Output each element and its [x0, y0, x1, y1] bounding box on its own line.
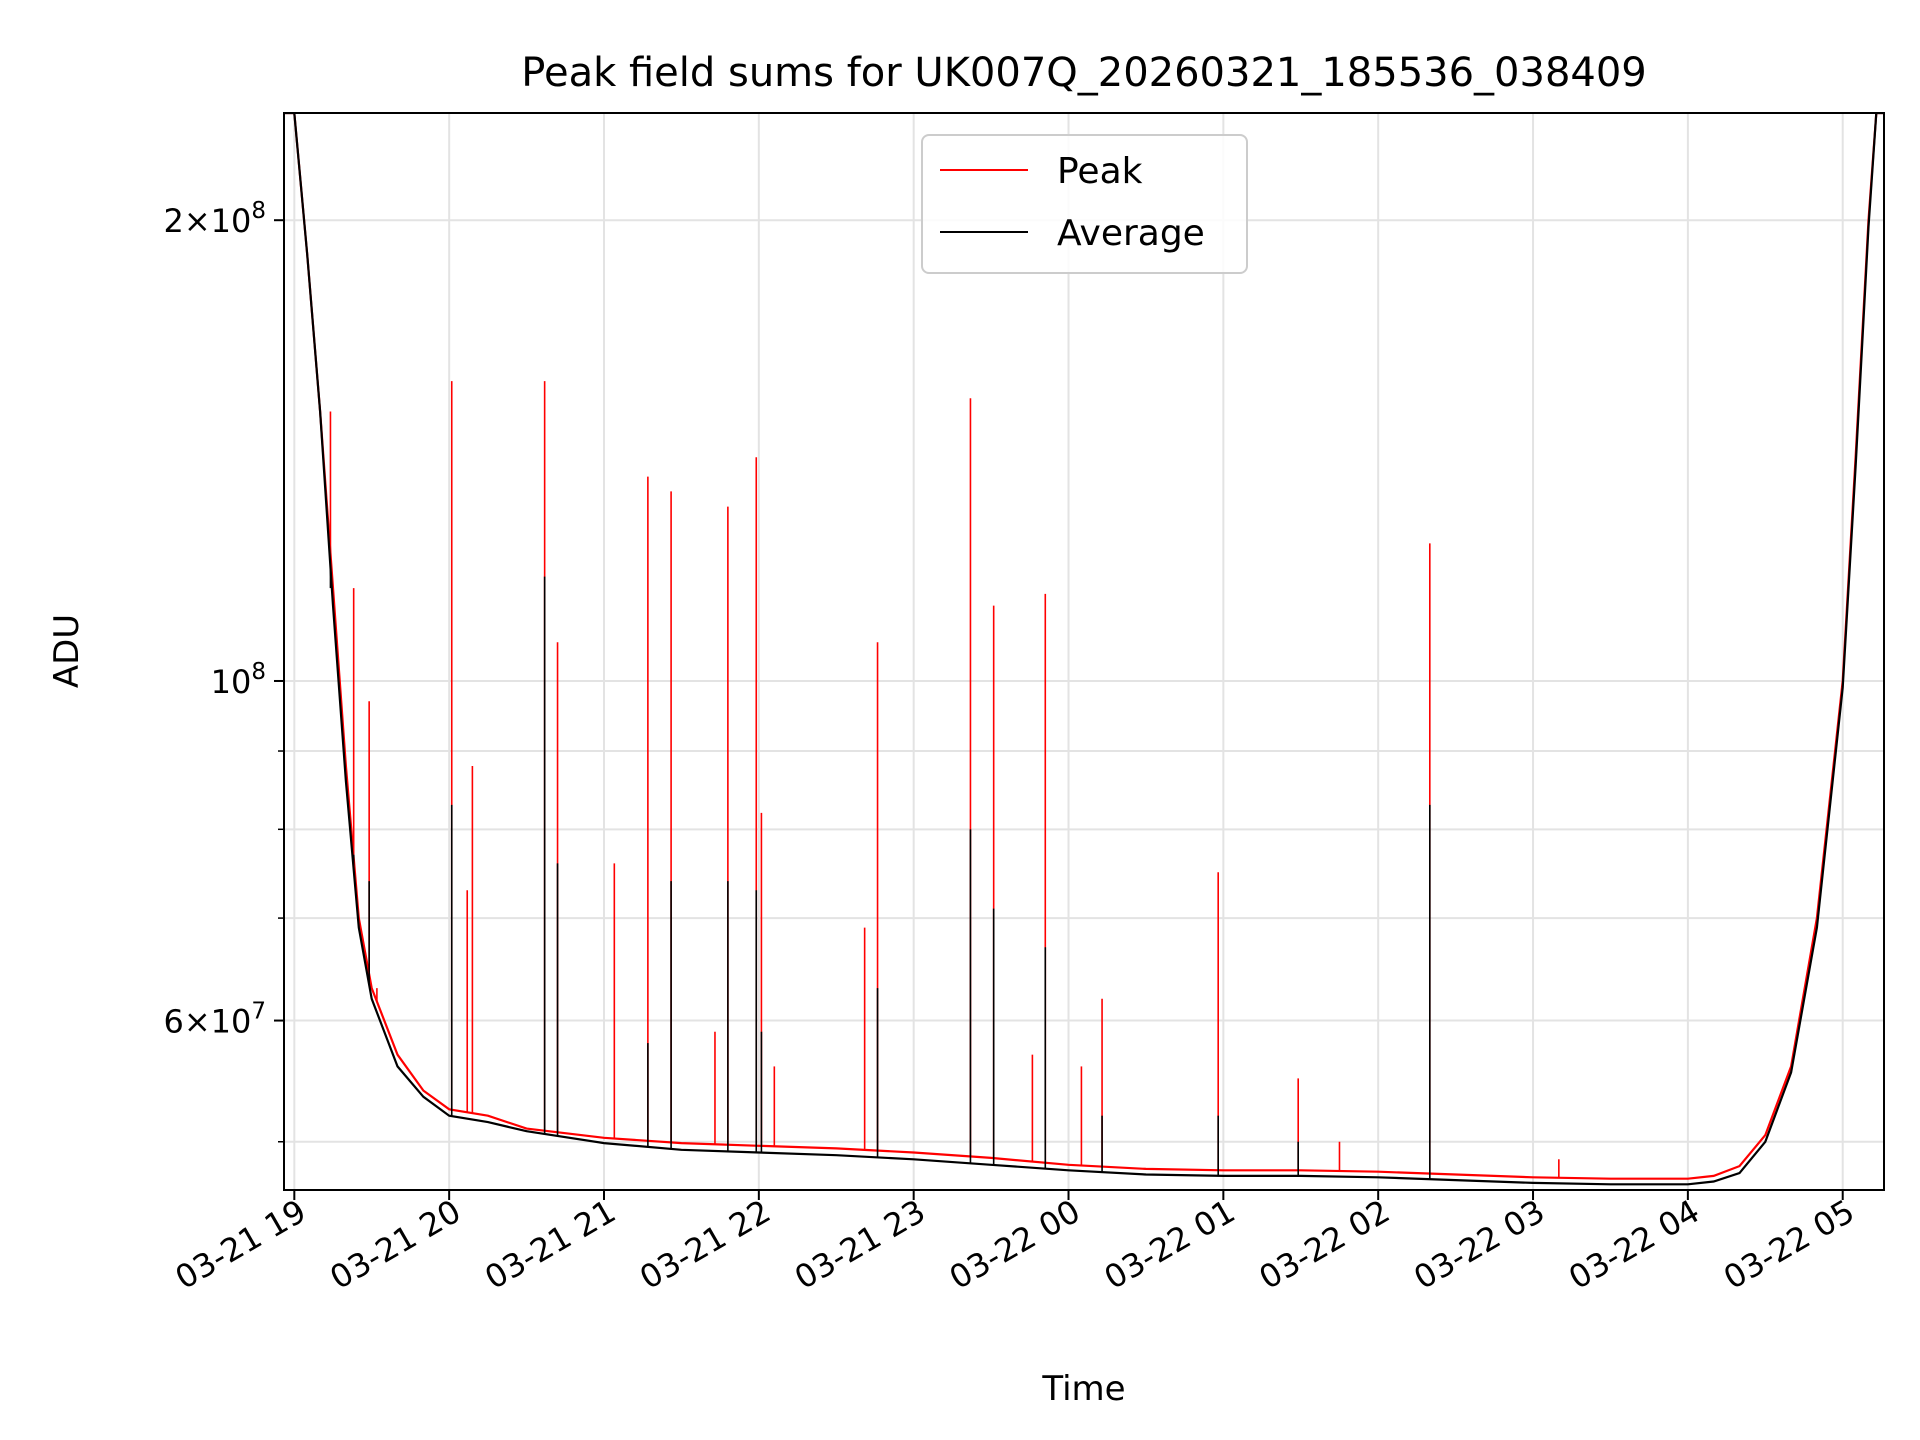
legend: Peak Average — [921, 134, 1248, 274]
plot-frame — [283, 112, 1885, 1191]
series-line-peak — [284, 113, 1884, 1180]
series-line-average — [284, 113, 1884, 1186]
y-axis-label: ADU — [47, 614, 87, 688]
y-tick-label: 108 — [211, 659, 266, 701]
chart-title: Peak field sums for UK007Q_20260321_1855… — [521, 50, 1646, 96]
x-axis-label: Time — [1041, 1369, 1125, 1409]
series-average — [284, 113, 1884, 1186]
plot-series — [284, 113, 1884, 1186]
y-tick-label: 6×107 — [163, 999, 266, 1041]
y-axis: 6×107 108 2×108 — [163, 198, 284, 1143]
legend-label-peak: Peak — [1057, 151, 1143, 192]
legend-label-average: Average — [1057, 213, 1205, 254]
y-tick-label: 2×108 — [163, 198, 266, 240]
